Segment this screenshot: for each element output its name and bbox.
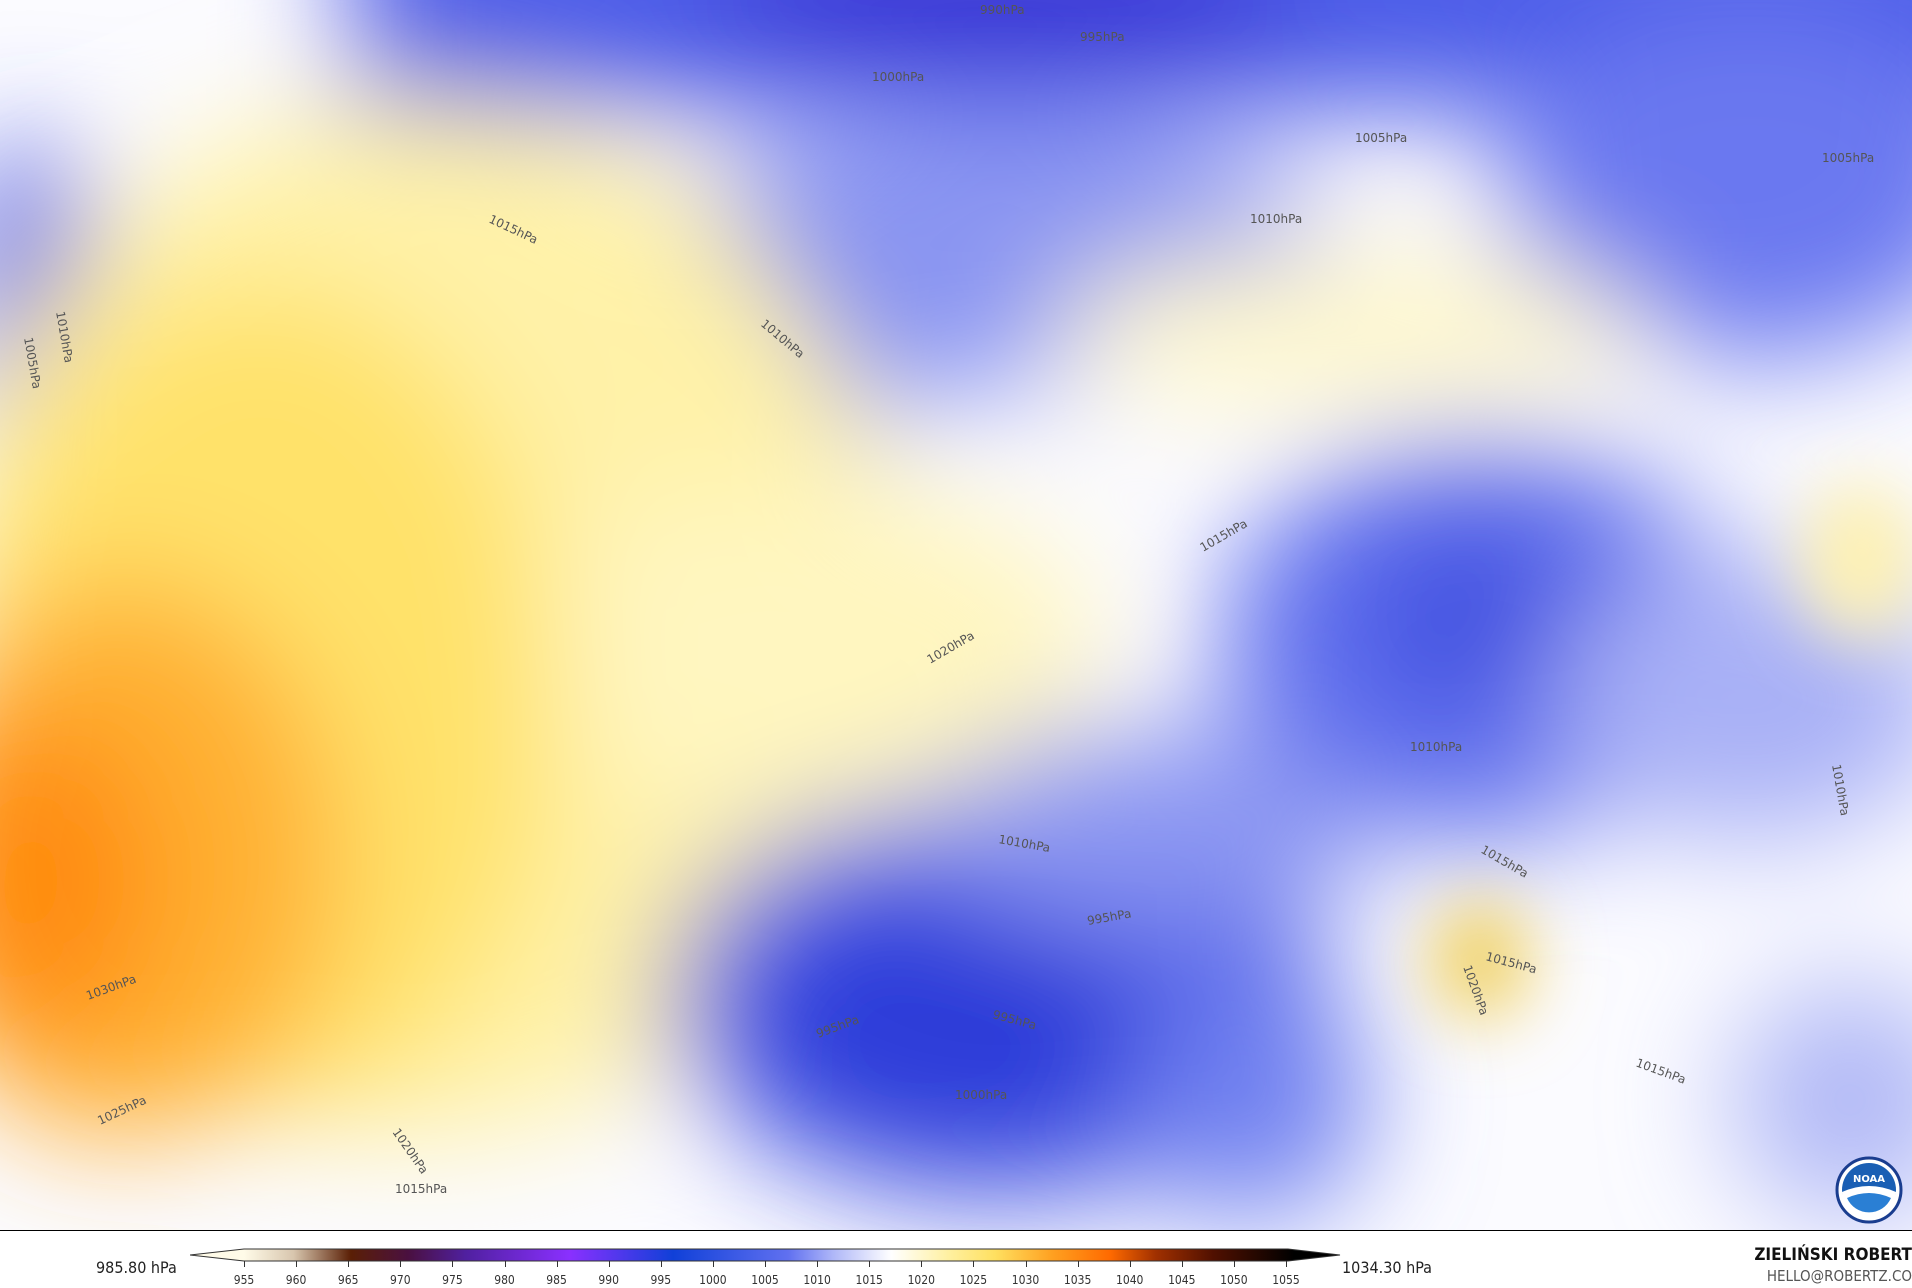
author-email: HELLO@ROBERTZ.CO — [1766, 1267, 1912, 1285]
colorbar-tick-label: 1030 — [1011, 1273, 1040, 1287]
colorbar-tick-mark — [348, 1261, 350, 1267]
contour-label: 1005hPa — [1822, 151, 1874, 165]
colorbar-tick-label: 1005 — [751, 1273, 779, 1287]
contour-label: 1015hPa — [395, 1182, 447, 1196]
colorbar-tick-label: 1040 — [1115, 1273, 1144, 1287]
contour-label: 995hPa — [1080, 30, 1125, 44]
colorbar-tick-mark — [660, 1261, 662, 1267]
colorbar-tick-label: 1015 — [855, 1273, 883, 1287]
contour-label: 1000hPa — [872, 70, 924, 84]
pressure-map: 990hPa 995hPa 1000hPa 1005hPa 1005hPa 10… — [0, 0, 1912, 1224]
legend-footer: 985.80 hPa — [0, 1230, 1912, 1288]
colorbar-tick-label: 985 — [546, 1273, 567, 1287]
contour-label: 1005hPa — [1355, 131, 1407, 145]
contour-label: 1010hPa — [1250, 212, 1302, 226]
colorbar-tick-label: 980 — [494, 1273, 515, 1287]
contour-labels: 990hPa 995hPa 1000hPa 1005hPa 1005hPa 10… — [21, 3, 1874, 1196]
colorbar-tick-label: 1020 — [907, 1273, 936, 1287]
colorbar-tick-label: 995 — [650, 1273, 672, 1287]
colorbar-tick-mark — [400, 1261, 402, 1267]
colorbar-tick-label: 1010 — [803, 1273, 831, 1287]
colorbar-tick-mark — [1129, 1261, 1131, 1267]
colorbar-tick-mark — [1025, 1261, 1027, 1267]
colorbar-tick-mark — [452, 1261, 454, 1267]
min-pressure-label: 985.80 hPa — [96, 1258, 177, 1277]
svg-text:NOAA: NOAA — [1853, 1174, 1885, 1185]
pressure-field — [0, 0, 1912, 1220]
colorbar-tick-label: 1035 — [1063, 1273, 1092, 1287]
colorbar-tick-mark — [504, 1261, 506, 1267]
contour-label: 1010hPa — [1410, 740, 1462, 754]
colorbar-tick-mark — [712, 1261, 714, 1267]
colorbar-tick-mark — [973, 1261, 975, 1267]
colorbar-tick-label: 955 — [233, 1273, 255, 1287]
colorbar-tick-label: 1025 — [959, 1273, 988, 1287]
contour-label: 990hPa — [980, 3, 1025, 17]
author-credit: ZIELIŃSKI ROBERT — [1754, 1245, 1912, 1265]
colorbar-tick-mark — [244, 1261, 245, 1267]
colorbar-tick-label: 1000 — [699, 1273, 727, 1287]
colorbar-tick-label: 965 — [337, 1273, 359, 1287]
colorbar-tick-mark — [608, 1261, 610, 1267]
colorbar-tick-mark — [1181, 1261, 1183, 1267]
colorbar-tick-mark — [1286, 1261, 1287, 1267]
colorbar-tick-label: 960 — [285, 1273, 307, 1287]
colorbar-tick-label: 975 — [442, 1273, 463, 1287]
colorbar-tick-mark — [921, 1261, 923, 1267]
contour-label: 1000hPa — [955, 1088, 1007, 1102]
colorbar-tick-label: 1055 — [1272, 1273, 1300, 1287]
colorbar-tick-label: 990 — [598, 1273, 619, 1287]
colorbar — [190, 1248, 1341, 1262]
colorbar-tick-mark — [817, 1261, 819, 1267]
colorbar-tick-label: 1045 — [1168, 1273, 1196, 1287]
colorbar-tick-mark — [1077, 1261, 1079, 1267]
colorbar-tick-label: 970 — [389, 1273, 411, 1287]
colorbar-tick-mark — [296, 1261, 298, 1267]
colorbar-tick-mark — [1233, 1261, 1235, 1267]
max-pressure-label: 1034.30 hPa — [1342, 1258, 1432, 1277]
colorbar-tick-mark — [556, 1261, 558, 1267]
colorbar-tick-mark — [765, 1261, 766, 1267]
colorbar-tick-mark — [869, 1261, 871, 1267]
colorbar-tick-label: 1050 — [1220, 1273, 1248, 1287]
noaa-logo: NOAA — [1835, 1156, 1903, 1224]
